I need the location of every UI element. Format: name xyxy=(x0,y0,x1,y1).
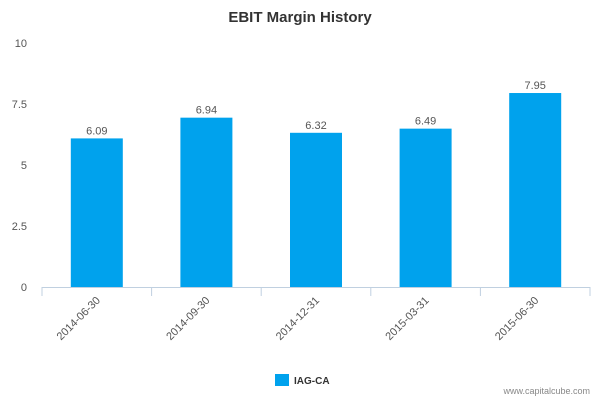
y-tick-label: 0 xyxy=(21,282,27,294)
x-tick-label: 2015-06-30 xyxy=(493,295,541,343)
x-tick-label: 2014-06-30 xyxy=(55,295,103,343)
y-tick-label: 2.5 xyxy=(12,221,27,233)
y-tick-label: 10 xyxy=(15,38,27,50)
bar[interactable] xyxy=(509,93,562,288)
legend-label: IAG-CA xyxy=(294,376,330,387)
bar[interactable] xyxy=(399,128,452,287)
x-tick-label: 2015-03-31 xyxy=(383,295,431,343)
credit-text: www.capitalcube.com xyxy=(502,386,590,396)
y-tick-label: 7.5 xyxy=(12,99,27,111)
legend[interactable]: IAG-CA xyxy=(275,374,330,387)
bar[interactable] xyxy=(180,117,233,287)
bar[interactable] xyxy=(290,132,342,287)
y-tick-label: 5 xyxy=(21,160,27,172)
x-tick-label: 2014-12-31 xyxy=(274,295,322,343)
bar-series: 6.09 6.94 6.32 6.49 7.95 xyxy=(70,80,562,288)
data-label: 6.32 xyxy=(305,120,326,132)
data-label: 6.09 xyxy=(86,125,107,137)
x-tick-label: 2014-09-30 xyxy=(164,295,212,343)
data-label: 6.94 xyxy=(196,105,217,117)
data-label: 6.49 xyxy=(415,116,436,128)
chart-title: EBIT Margin History xyxy=(228,9,372,26)
data-label: 7.95 xyxy=(524,80,545,92)
bar[interactable] xyxy=(70,138,123,287)
legend-swatch xyxy=(275,374,289,386)
y-axis: 0 2.5 5 7.5 10 xyxy=(12,38,27,294)
x-axis: 2014-06-30 2014-09-30 2014-12-31 2015-03-31… xyxy=(41,287,591,343)
